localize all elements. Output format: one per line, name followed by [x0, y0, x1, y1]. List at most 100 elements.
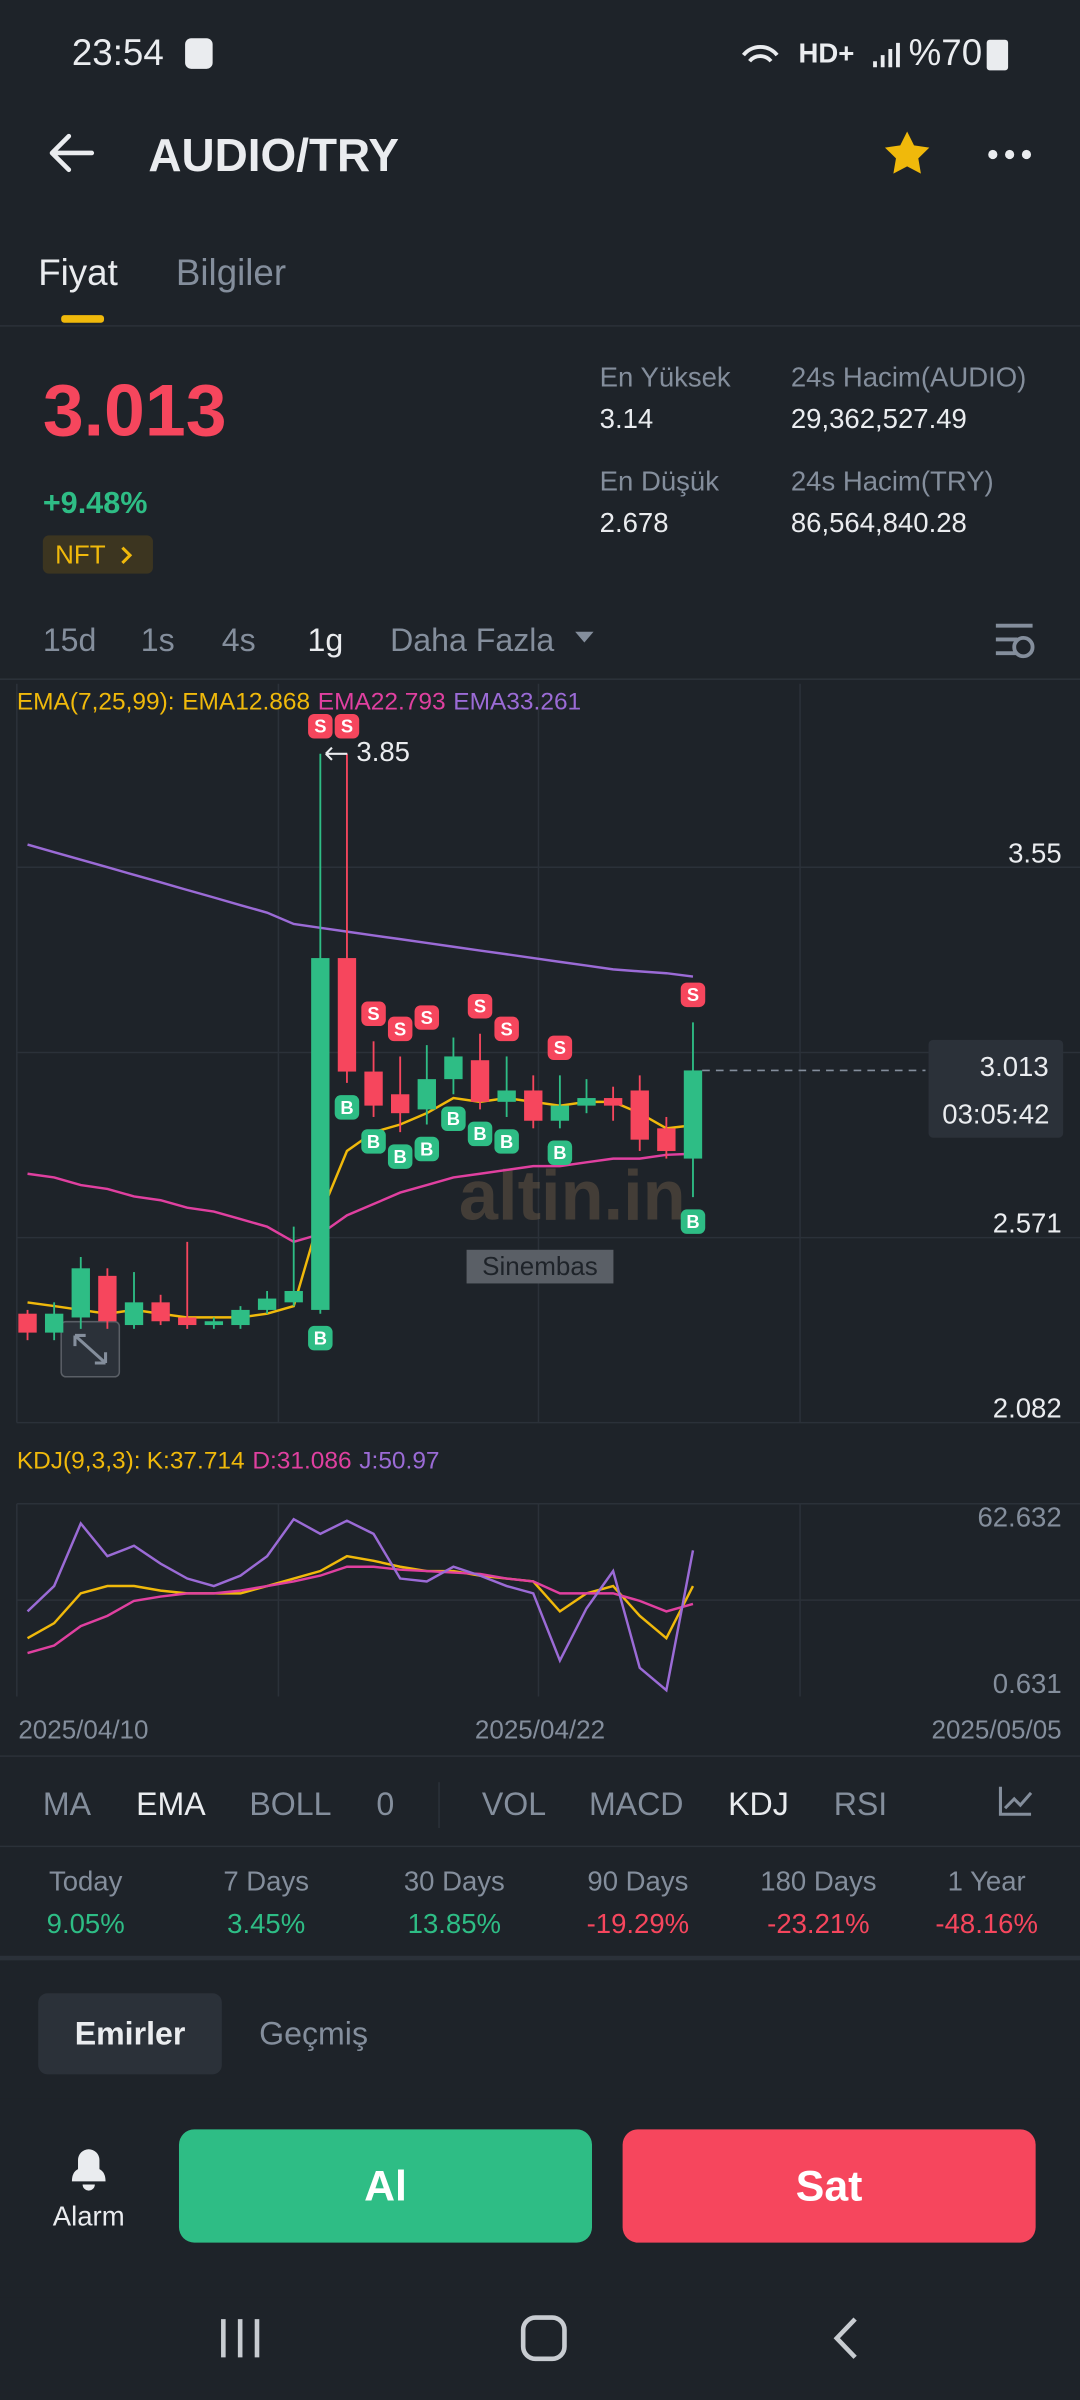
candle-body	[98, 1275, 117, 1322]
signal-label: B	[500, 1131, 513, 1152]
alarm-bell[interactable]	[71, 2149, 106, 2191]
tab[interactable]: Fiyat	[38, 252, 118, 293]
chart-settings[interactable]	[995, 623, 1033, 656]
candle-body	[178, 1317, 197, 1326]
buy-label[interactable]: Al	[364, 2162, 407, 2210]
indicator-tab[interactable]: KDJ	[728, 1786, 789, 1822]
countdown: 03:05:42	[942, 1099, 1049, 1130]
candle-body	[603, 1098, 623, 1106]
alarm-icon	[185, 38, 213, 69]
tab[interactable]: Bilgiler	[176, 252, 286, 293]
stat-label: En Yüksek	[600, 362, 731, 393]
period-label: 7 Days	[223, 1865, 309, 1896]
y-tick-label: 0.631	[993, 1668, 1062, 1699]
legend-name: D:	[252, 1448, 276, 1475]
nav-back[interactable]	[833, 2317, 857, 2359]
more-menu[interactable]	[988, 149, 1032, 160]
signal-label: S	[687, 984, 699, 1005]
ema-line	[27, 843, 694, 978]
stat-value: 3.14	[600, 403, 654, 434]
last-price-label: 3.013	[980, 1051, 1049, 1082]
high-label: 3.85	[356, 736, 410, 767]
back-button[interactable]	[49, 133, 95, 173]
signal-badge	[494, 1016, 519, 1042]
signal-badge	[308, 1325, 333, 1351]
indicator-settings[interactable]	[998, 1786, 1033, 1816]
buy-button[interactable]	[178, 2129, 593, 2243]
order-tab[interactable]: Geçmiş	[259, 2016, 368, 2052]
sell-label[interactable]: Sat	[796, 2162, 863, 2210]
signal-label: S	[341, 716, 353, 737]
high-arrow	[325, 746, 348, 761]
indicator-tab[interactable]: BOLL	[249, 1786, 331, 1822]
network-label: HD+	[799, 37, 855, 68]
candle-body	[444, 1056, 463, 1080]
interval-tab[interactable]: Daha Fazla	[390, 622, 554, 658]
tab-indicator	[61, 315, 105, 323]
signal-label: S	[367, 1003, 379, 1024]
interval-tab[interactable]: 4s	[222, 622, 256, 658]
y-tick-label: 2.082	[993, 1393, 1062, 1424]
legend-value: 3.261	[520, 689, 581, 716]
legend-name: K:	[147, 1448, 170, 1475]
indicator-tab[interactable]: EMA	[136, 1786, 206, 1822]
signal-badge	[414, 1136, 440, 1162]
period-label: Today	[49, 1865, 123, 1896]
indicator-tab[interactable]: RSI	[834, 1786, 888, 1822]
legend-name: EMA2	[318, 689, 385, 716]
interval-tab[interactable]: 1s	[141, 622, 175, 658]
period-change: -19.29%	[587, 1908, 690, 1939]
signal-label: B	[686, 1211, 699, 1232]
legend-value: 50.97	[378, 1448, 439, 1475]
order-tab-active[interactable]	[38, 1993, 222, 2075]
candle-body	[524, 1090, 543, 1121]
indicator-tab[interactable]: MACD	[589, 1786, 684, 1822]
period-label: 90 Days	[587, 1865, 688, 1896]
x-tick-label: 2025/05/05	[932, 1715, 1062, 1745]
signal-label: B	[340, 1097, 353, 1118]
period-label: 1 Year	[948, 1865, 1026, 1896]
legend-value: 31.086	[277, 1448, 352, 1475]
chart-settings-gear	[1012, 635, 1035, 659]
signal-label: S	[501, 1018, 513, 1039]
period-change: 3.45%	[227, 1908, 305, 1939]
interval-tab[interactable]: 1g	[307, 622, 343, 658]
candle-body	[71, 1268, 90, 1318]
stat-value: 86,564,840.28	[791, 507, 967, 538]
legend-value: 2.868	[249, 689, 310, 716]
last-price-box	[928, 1039, 1064, 1138]
indicator-tab[interactable]: VOL	[482, 1786, 546, 1822]
wifi-icon	[741, 45, 779, 63]
stat-value: 2.678	[600, 507, 669, 538]
candle-body	[204, 1321, 224, 1326]
signal-badge	[387, 1144, 413, 1169]
legend-name: EMA1	[182, 689, 249, 716]
signal-icon	[873, 42, 900, 68]
alarm-label[interactable]: Alarm	[53, 2200, 125, 2231]
watermark: altin.in	[459, 1155, 686, 1234]
indicator-tab[interactable]: 0	[376, 1786, 394, 1822]
favorite-star[interactable]	[884, 131, 930, 174]
signal-badge	[387, 1016, 413, 1042]
nav-recents[interactable]	[221, 2319, 260, 2358]
period-label: 180 Days	[760, 1865, 876, 1896]
signal-badge	[547, 1140, 573, 1166]
x-tick-label: 2025/04/10	[18, 1715, 148, 1745]
nav-home[interactable]	[520, 2315, 567, 2362]
indicator-tab[interactable]: MA	[43, 1786, 92, 1822]
signal-badge	[467, 1121, 493, 1147]
sell-button[interactable]	[622, 2129, 1036, 2243]
candle-body	[630, 1090, 649, 1140]
legend-value: 37.714	[170, 1448, 245, 1475]
signal-badge	[680, 982, 706, 1008]
signal-badge	[414, 1005, 440, 1030]
order-tab[interactable]: Emirler	[75, 2016, 186, 2052]
tag-badge[interactable]	[42, 535, 153, 574]
candle-body	[470, 1060, 490, 1102]
ema-line	[27, 1152, 694, 1244]
stat-label: 24s Hacim(TRY)	[791, 466, 994, 497]
period-change: -23.21%	[767, 1908, 870, 1939]
legend-name: EMA3	[453, 689, 520, 716]
interval-tab[interactable]: 15d	[43, 622, 97, 658]
